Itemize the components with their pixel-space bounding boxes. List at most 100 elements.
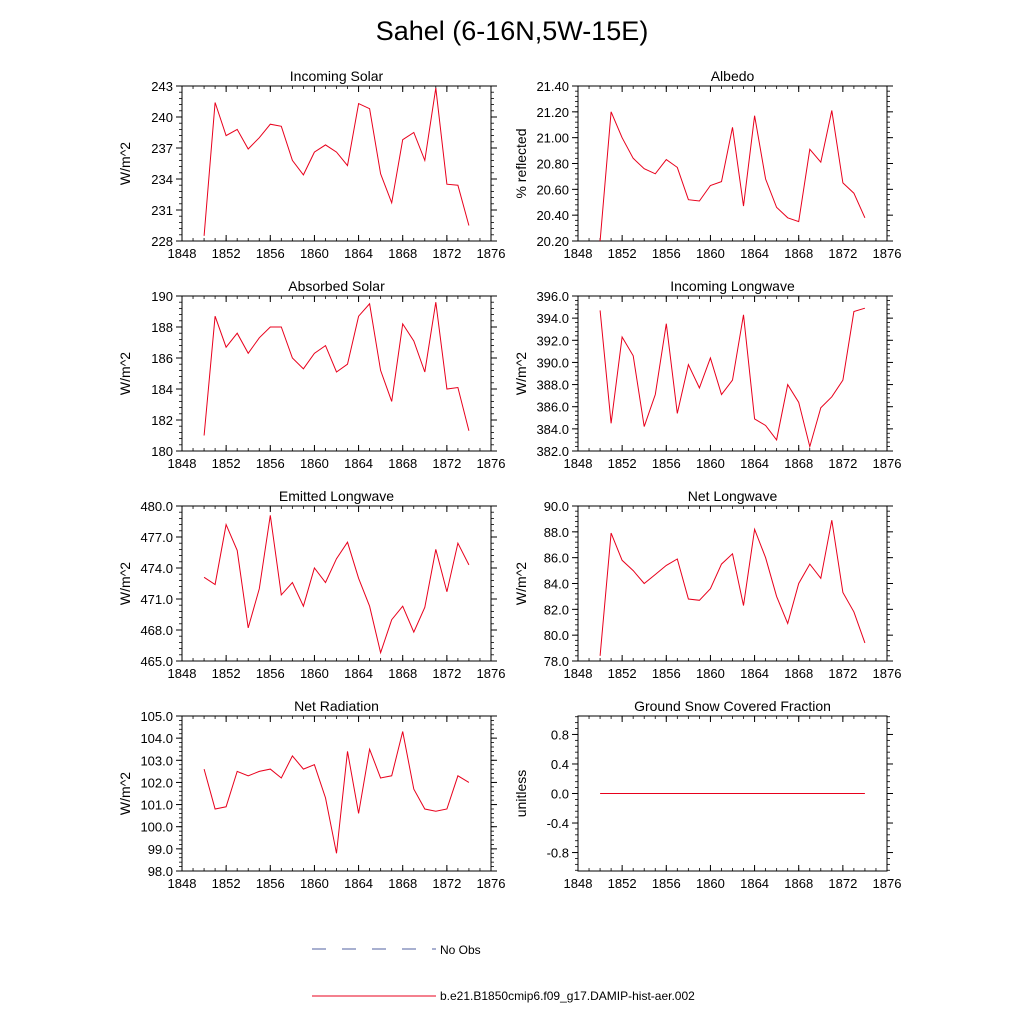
x-tick-label: 1876	[477, 876, 506, 891]
y-tick-label: 188	[151, 320, 173, 335]
y-tick-label: 21.20	[536, 105, 569, 120]
panel-title: Ground Snow Covered Fraction	[634, 698, 831, 714]
y-tick-label: 80.0	[544, 628, 569, 643]
panel-title: Net Longwave	[688, 488, 778, 504]
y-tick-label: 186	[151, 351, 173, 366]
x-tick-label: 1876	[873, 876, 902, 891]
series-line-albedo	[599, 110, 866, 242]
panel-albedo: Albedo % reflected 1848 1852 1856 1860 1864 186…	[513, 68, 901, 261]
x-tick-label: 1868	[784, 246, 813, 261]
y-axis-label: unitless	[513, 770, 529, 817]
y-tick-label: 390.0	[536, 355, 569, 370]
panel-title: Albedo	[711, 68, 755, 84]
panel-net-radiation: Net Radiation W/m^2 1848 1852 1856 1860 1864 18…	[117, 698, 505, 891]
x-tick-label: 1868	[388, 876, 417, 891]
x-tick-label: 1856	[652, 666, 681, 681]
series-line-incoming-solar	[203, 88, 470, 236]
y-tick-label: 0.8	[551, 727, 569, 742]
y-tick-label: 101.0	[140, 798, 173, 813]
y-tick-label: 465.0	[140, 654, 173, 669]
y-tick-label: 82.0	[544, 602, 569, 617]
x-tick-label: 1868	[388, 246, 417, 261]
x-tick-label: 1848	[564, 666, 593, 681]
y-tick-label: 105.0	[140, 709, 173, 724]
x-tick-label: 1872	[432, 456, 461, 471]
x-tick-label: 1868	[388, 666, 417, 681]
x-tick-label: 1876	[873, 456, 902, 471]
x-tick-label: 1848	[564, 246, 593, 261]
y-tick-label: 468.0	[140, 623, 173, 638]
y-tick-label: 78.0	[544, 654, 569, 669]
y-tick-label: 392.0	[536, 333, 569, 348]
x-tick-label: 1868	[784, 876, 813, 891]
x-tick-label: 1876	[477, 666, 506, 681]
y-tick-label: 180	[151, 444, 173, 459]
y-tick-label: 88.0	[544, 525, 569, 540]
x-tick-label: 1848	[168, 876, 197, 891]
x-tick-label: 1856	[256, 456, 285, 471]
x-tick-label: 1856	[256, 246, 285, 261]
y-tick-label: 0.4	[551, 757, 569, 772]
x-tick-label: 1872	[828, 456, 857, 471]
panel-ground-snow-covered-fraction: Ground Snow Covered Fraction unitless 1848…	[513, 698, 901, 891]
y-tick-label: 386.0	[536, 400, 569, 415]
panels: Incoming Solar W/m^2 1848 1852 1856 1860 1864 1…	[117, 68, 901, 891]
plot-frame	[577, 295, 888, 452]
y-tick-label: 99.0	[148, 842, 173, 857]
x-tick-label: 1864	[740, 666, 769, 681]
x-tick-label: 1848	[168, 456, 197, 471]
y-tick-label: 90.0	[544, 499, 569, 514]
y-tick-label: 243	[151, 79, 173, 94]
x-tick-label: 1876	[477, 456, 506, 471]
y-tick-label: 20.40	[536, 208, 569, 223]
y-tick-label: 20.80	[536, 157, 569, 172]
y-tick-label: -0.8	[547, 846, 569, 861]
y-tick-label: 388.0	[536, 378, 569, 393]
x-tick-label: 1864	[740, 876, 769, 891]
panel-incoming-solar: Incoming Solar W/m^2 1848 1852 1856 1860 1864 1…	[117, 68, 505, 261]
y-tick-label: 0.0	[551, 787, 569, 802]
x-tick-label: 1860	[696, 876, 725, 891]
x-tick-label: 1856	[256, 666, 285, 681]
x-tick-label: 1852	[608, 666, 637, 681]
x-tick-label: 1872	[432, 666, 461, 681]
x-tick-label: 1860	[300, 246, 329, 261]
series-line-net-radiation	[203, 731, 470, 854]
plot-frame	[181, 715, 492, 872]
y-tick-label: 231	[151, 203, 173, 218]
plot-frame	[577, 505, 888, 662]
y-tick-label: 98.0	[148, 864, 173, 879]
y-tick-label: 21.00	[536, 131, 569, 146]
y-tick-label: 234	[151, 172, 173, 187]
series-line-incoming-longwave	[599, 307, 866, 449]
x-tick-label: 1856	[652, 876, 681, 891]
legend-label-no-obs: No Obs	[440, 943, 481, 957]
x-tick-label: 1848	[168, 666, 197, 681]
y-tick-label: 480.0	[140, 499, 173, 514]
y-tick-label: 184	[151, 382, 173, 397]
series-line-absorbed-solar	[203, 302, 470, 436]
y-tick-label: 384.0	[536, 422, 569, 437]
y-tick-label: 182	[151, 413, 173, 428]
y-tick-label: 228	[151, 234, 173, 249]
x-tick-label: 1860	[696, 456, 725, 471]
y-tick-label: 20.20	[536, 234, 569, 249]
panel-title: Incoming Solar	[290, 68, 384, 84]
y-tick-label: 190	[151, 289, 173, 304]
x-tick-label: 1868	[784, 456, 813, 471]
x-tick-label: 1860	[696, 666, 725, 681]
y-tick-label: 104.0	[140, 731, 173, 746]
y-tick-label: 396.0	[536, 289, 569, 304]
x-tick-label: 1872	[828, 876, 857, 891]
x-tick-label: 1872	[828, 246, 857, 261]
x-tick-label: 1852	[608, 456, 637, 471]
x-tick-label: 1864	[740, 246, 769, 261]
x-tick-label: 1856	[652, 246, 681, 261]
y-axis-label: W/m^2	[117, 772, 133, 815]
y-axis-label: W/m^2	[513, 562, 529, 605]
y-tick-label: 237	[151, 141, 173, 156]
x-tick-label: 1860	[300, 876, 329, 891]
y-axis-label: W/m^2	[117, 562, 133, 605]
x-tick-label: 1868	[784, 666, 813, 681]
